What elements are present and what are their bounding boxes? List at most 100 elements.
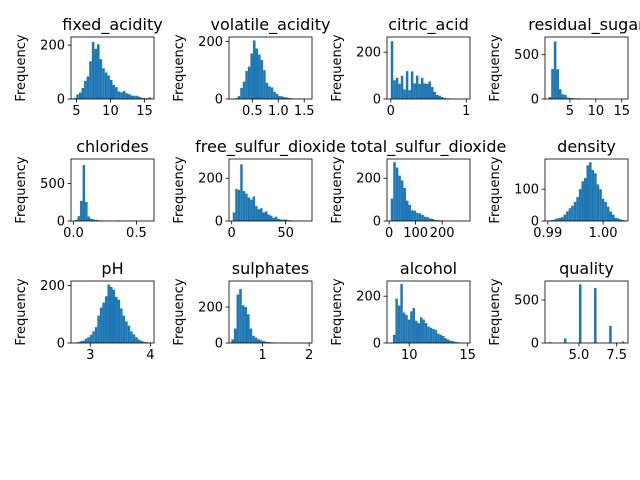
histogram-bar: [262, 341, 266, 343]
histogram-bar: [611, 214, 615, 221]
histogram-bar: [242, 81, 246, 99]
histogram-bar: [87, 216, 91, 221]
subplot-title: total_sulfur_dioxide: [351, 137, 507, 157]
histogram-bar: [81, 87, 85, 99]
histogram-bar: [402, 312, 406, 343]
histogram-bar: [120, 92, 123, 99]
y-tick-label: 200: [198, 35, 223, 50]
histogram-bar: [421, 215, 424, 221]
x-tick-label: 5.0: [569, 348, 590, 363]
x-tick-label: 1.00: [589, 226, 618, 241]
histogram-bar: [578, 189, 582, 221]
histogram-bar: [551, 68, 554, 99]
histogram-bar: [446, 339, 450, 343]
histogram-bar: [278, 96, 281, 99]
histogram-bar: [451, 341, 455, 343]
y-tick-label: 0: [373, 337, 381, 352]
histogram-bar: [77, 216, 81, 221]
histogram-bar: [255, 206, 258, 221]
histogram-bar: [135, 337, 138, 343]
histogram-bar: [115, 87, 118, 99]
subplot-title: residual_sugar: [528, 15, 640, 35]
histogram-bar: [438, 95, 442, 99]
histogram-bar: [563, 338, 567, 343]
histogram-bar: [267, 342, 271, 343]
x-tick-label: 0: [228, 226, 236, 241]
histogram-bar: [436, 220, 440, 221]
histogram-bar: [428, 218, 432, 221]
histogram-bar: [77, 342, 80, 343]
histogram-bar: [135, 95, 139, 99]
histogram-bar: [73, 97, 77, 99]
y-axis-label: Frequency: [172, 156, 187, 223]
histogram-bar: [143, 98, 147, 99]
histogram-bar: [288, 98, 292, 99]
y-axis-label: Frequency: [172, 34, 187, 101]
subplot-title: pH: [101, 259, 123, 278]
histogram-bar: [263, 70, 266, 99]
histogram-bar: [140, 97, 144, 99]
histogram-bar: [241, 305, 245, 343]
histogram-bar: [589, 162, 592, 221]
histogram-bar: [76, 94, 79, 99]
histogram-bar: [96, 44, 100, 99]
y-tick-label: 200: [40, 39, 65, 54]
histogram-bar: [92, 219, 96, 221]
histogram-bar: [437, 333, 440, 343]
histogram-bar: [280, 96, 284, 99]
histogram-bar: [550, 220, 554, 221]
subplot-title: quality: [559, 259, 614, 278]
y-tick-label: 500: [40, 177, 65, 192]
histogram-bar: [102, 302, 105, 343]
histogram-bar: [85, 201, 88, 221]
histogram-bar: [232, 212, 236, 221]
axes-frame: [386, 158, 471, 222]
axes-frame: [70, 280, 155, 344]
histogram-bar: [235, 188, 238, 221]
histogram-bar: [561, 94, 565, 99]
axes-frame: [386, 280, 471, 344]
x-tick-label: 15: [136, 104, 153, 119]
histogram-bar: [112, 289, 116, 343]
y-tick-label: 0: [531, 93, 539, 108]
histogram-bar: [426, 217, 429, 221]
histogram-bar: [247, 314, 250, 343]
x-tick-label: 3: [86, 348, 94, 363]
histogram-bar: [89, 334, 93, 343]
histogram-bar: [548, 96, 552, 99]
histogram-bar: [561, 217, 564, 221]
histogram-bar: [90, 218, 93, 221]
histogram-bar: [95, 219, 98, 221]
histogram-bar: [444, 338, 447, 343]
histogram-bar: [566, 211, 569, 221]
histogram-bar: [132, 334, 136, 343]
histogram-bar: [122, 90, 126, 99]
histogram-bar: [117, 299, 121, 343]
histogram-bar: [240, 88, 243, 99]
subplot-title: chlorides: [76, 137, 149, 156]
subplot-pH: 3 4 0 200 Frequency pH: [14, 259, 155, 363]
histogram-bar: [564, 95, 567, 99]
histogram-bar: [417, 323, 420, 343]
y-tick-label: 200: [198, 172, 223, 187]
axes-frame: [386, 36, 471, 100]
histogram-bar: [247, 66, 251, 99]
histogram-bar: [236, 294, 240, 343]
histogram-bar: [424, 323, 428, 343]
histogram-bar: [109, 286, 113, 343]
histogram-bar: [555, 218, 559, 221]
histogram-bar: [415, 320, 418, 343]
y-tick-label: 0: [531, 337, 539, 352]
x-tick-label: 1: [258, 348, 266, 363]
y-tick-label: 0: [373, 93, 381, 108]
subplot-density: 0.99 1.00 0 100 Frequency density: [488, 137, 629, 241]
histogram-bar: [279, 219, 283, 221]
histogram-bar: [412, 307, 416, 343]
histogram-bar: [260, 60, 264, 99]
histogram-bar: [418, 213, 422, 221]
histogram-bar: [148, 97, 152, 99]
histogram-bar: [392, 334, 396, 343]
histogram-bar: [439, 334, 443, 343]
